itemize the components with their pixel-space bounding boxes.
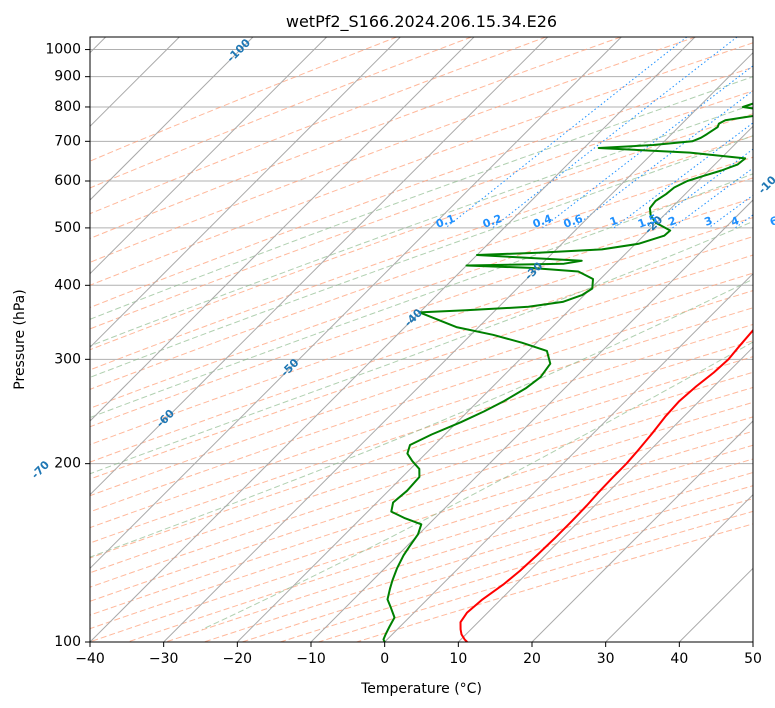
dry-adiabat-line <box>90 37 472 189</box>
moist-adiabats <box>90 76 753 630</box>
x-tick-label: 10 <box>449 651 467 667</box>
mixing-ratio-label: 4 <box>729 214 741 229</box>
mixing-ratio-line <box>672 167 753 229</box>
mixing-ratio-label: 0.2 <box>481 212 504 231</box>
isotherm-line <box>90 37 254 201</box>
isotherm-line <box>90 37 475 422</box>
x-axis-label: Temperature (°C) <box>360 681 482 697</box>
y-tick-label: 300 <box>54 351 81 367</box>
x-tick-label: 30 <box>597 651 615 667</box>
isotherm-line <box>236 125 753 642</box>
mixing-ratio-line <box>572 90 753 229</box>
isotherm-line <box>90 37 622 570</box>
x-tick-label: −10 <box>296 651 326 667</box>
isotherm-line <box>90 37 328 275</box>
dry-adiabat-line <box>90 197 753 428</box>
dry-adiabat-line <box>90 37 696 263</box>
y-tick-label: 800 <box>54 99 81 115</box>
dry-adiabat-line <box>90 340 753 559</box>
mixing-ratio-label: 2 <box>666 214 678 229</box>
x-tick-label: 50 <box>744 651 762 667</box>
isotherm-line <box>310 199 753 642</box>
mixing-ratio-label: 0.6 <box>562 212 585 231</box>
y-tick-label: 200 <box>54 456 81 472</box>
moist-adiabat-line <box>90 76 753 320</box>
moist-adiabat-line <box>90 103 753 347</box>
moist-adiabat-line <box>201 341 753 630</box>
dry-adiabat-line <box>90 135 753 371</box>
plot-frame <box>89 36 754 643</box>
moist-adiabat-line <box>90 173 753 419</box>
isotherm-line <box>90 37 401 349</box>
moist-adiabat-line <box>90 278 753 558</box>
plot-area <box>90 37 753 642</box>
x-tick-label: 0 <box>380 651 389 667</box>
isotherm-line <box>90 37 549 496</box>
y-tick-label: 100 <box>54 634 81 650</box>
y-tick-label: 400 <box>54 277 81 293</box>
dry-adiabat-line <box>90 307 753 529</box>
isotherm-line <box>531 420 753 642</box>
isotherm-line <box>384 272 753 642</box>
y-tick-label: 900 <box>54 69 81 85</box>
y-tick-label: 500 <box>54 220 81 236</box>
dry-adiabat-line <box>90 371 753 588</box>
x-tick-label: −20 <box>223 651 253 667</box>
isotherms <box>90 37 753 642</box>
mixing-ratio-label: 0.1 <box>434 212 457 231</box>
dry-adiabat-line <box>90 113 753 351</box>
dry-adiabat-line <box>90 42 753 286</box>
y-tick-label: 700 <box>54 133 81 149</box>
temperature-profile-line <box>459 328 753 642</box>
isotherm-line <box>457 346 753 642</box>
dry-adiabat-line <box>90 356 753 574</box>
y-axis-label: Pressure (hPa) <box>12 289 28 389</box>
mixing-ratio-label: 0.4 <box>531 212 554 231</box>
dry-adiabat-line <box>90 386 753 602</box>
x-tick-label: −40 <box>75 651 105 667</box>
dry-adiabat-line <box>90 236 753 463</box>
mixing-ratio-line <box>542 65 753 229</box>
mixing-ratio-label: 1.5 <box>636 212 659 231</box>
x-axis-ticks: −40 −30 −20 −10 0 10 20 30 40 50 <box>75 642 762 667</box>
mixing-ratio-label: 1 <box>608 214 620 229</box>
dry-adiabat-line <box>90 37 622 239</box>
pressure-gridlines <box>90 49 753 642</box>
y-axis-ticks: 100 200 300 400 500 600 700 800 900 1000 <box>45 42 90 650</box>
dry-adiabat-line <box>90 290 753 513</box>
isotherm-line <box>163 51 753 642</box>
moist-adiabat-line <box>90 135 753 378</box>
dry-adiabat-line <box>90 177 753 409</box>
dry-adiabat-line <box>90 254 753 480</box>
dry-adiabat-line <box>90 90 753 330</box>
mixing-ratio-label: 3 <box>703 214 715 229</box>
moist-adiabat-line <box>90 220 753 475</box>
isotherm-line <box>605 493 753 642</box>
y-tick-label: 600 <box>54 173 81 189</box>
x-tick-label: 20 <box>523 651 541 667</box>
isotherm-line <box>90 37 696 642</box>
mixing-ratio-label: 6 <box>768 214 775 229</box>
dewpoint-profile-line <box>382 102 753 642</box>
x-tick-label: 40 <box>670 651 688 667</box>
x-tick-label: −30 <box>149 651 179 667</box>
sounding-series <box>382 102 753 642</box>
chart-title: wetPf2_S166.2024.206.15.34.E26 <box>286 12 557 32</box>
y-tick-label: 1000 <box>45 42 81 58</box>
